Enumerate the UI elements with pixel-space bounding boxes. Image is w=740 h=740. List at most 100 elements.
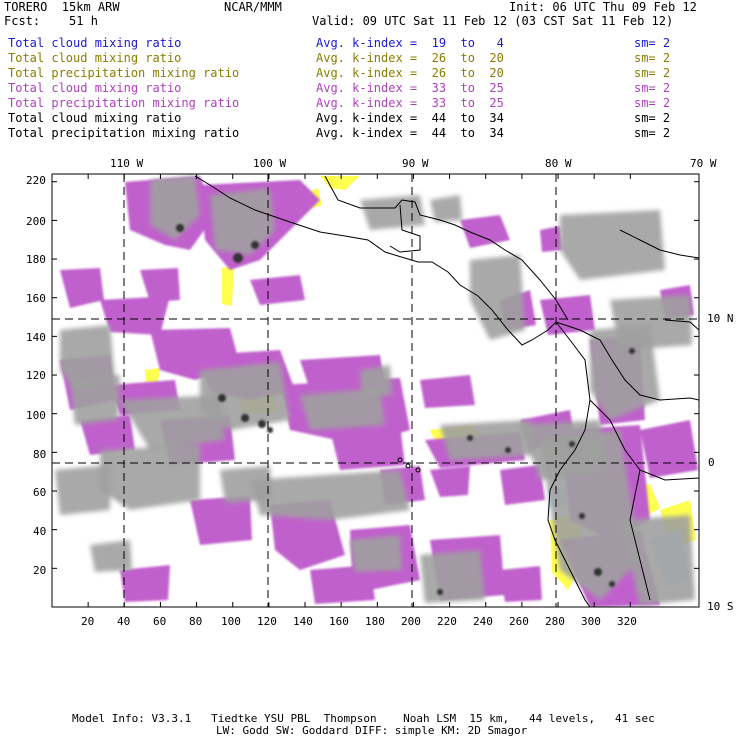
legend-sm: sm= 2	[634, 96, 671, 110]
heavy-area	[120, 395, 225, 450]
legend-sm: sm= 2	[634, 66, 671, 80]
intense-core	[594, 568, 602, 576]
intense-core	[579, 513, 585, 519]
heavy-area	[590, 325, 660, 420]
heavy-area	[540, 430, 640, 600]
pacific-coastline	[194, 175, 557, 346]
moderate-area	[420, 375, 475, 408]
moderate-area	[190, 496, 252, 545]
x-tick-label: 300	[581, 615, 601, 628]
legend-field: Total precipitation mixing ratio	[8, 66, 240, 80]
moderate-area	[60, 268, 104, 308]
x-tick-label: 160	[329, 615, 349, 628]
colombia-border	[664, 319, 699, 331]
map-frame	[51, 173, 700, 608]
legend-sm: sm= 2	[634, 81, 671, 95]
intense-core	[176, 224, 184, 232]
y-tick-label: 220	[26, 174, 46, 187]
peru-border	[629, 469, 651, 601]
y-tick-label: 20	[33, 564, 47, 577]
legend-sm: sm= 2	[634, 111, 671, 125]
coastlines	[194, 175, 699, 607]
heavy-area	[300, 388, 385, 430]
heavy-area	[55, 465, 110, 515]
galapagos-island	[397, 457, 403, 463]
caribbean-coastline	[324, 175, 569, 321]
physics-info: LW: Godd SW: Goddard DIFF: simple KM: 2D…	[216, 724, 528, 737]
legend-field: Total cloud mixing ratio	[8, 36, 182, 50]
y-tick-label: 80	[33, 448, 47, 461]
heavy-area	[360, 365, 392, 398]
caribbean-island	[619, 229, 699, 259]
moderate-area	[100, 296, 170, 335]
x-tick-label: 240	[473, 615, 493, 628]
intense-core	[505, 447, 511, 453]
legend-kindex: Avg. k-index = 19 to 4	[316, 36, 504, 50]
y-tick-label: 60	[33, 486, 47, 499]
heavy-area	[560, 210, 665, 280]
heavy-area	[90, 540, 132, 572]
lon-label: 100 W	[253, 157, 287, 170]
x-tick-label: 140	[293, 615, 313, 628]
heavy-area	[210, 188, 275, 255]
model-info: Model Info: V3.3.1 Tiedtke YSU PBL Thomp…	[72, 712, 655, 725]
x-tick-label: 320	[617, 615, 637, 628]
y-tick-label: 180	[26, 253, 46, 266]
legend-sm: sm= 2	[634, 126, 671, 140]
heavy-area	[360, 195, 425, 230]
galapagos-island	[405, 463, 411, 469]
legend-kindex: Avg. k-index = 44 to 34	[316, 126, 504, 140]
y-tick-label: 100	[26, 409, 46, 422]
legend-sm: sm= 2	[634, 51, 671, 65]
x-tick-label: 20	[81, 615, 95, 628]
legend-field: Total precipitation mixing ratio	[8, 96, 240, 110]
moderate-area	[540, 226, 562, 252]
x-tick-label: 260	[509, 615, 529, 628]
x-tick-label: 200	[401, 615, 421, 628]
lat-label: 0	[708, 456, 715, 469]
moderate-area	[330, 425, 405, 470]
x-tick-label: 120	[257, 615, 277, 628]
moderate-area	[500, 566, 542, 602]
heavy-area	[420, 550, 485, 603]
lon-label: 110 W	[110, 157, 144, 170]
light-area	[222, 266, 234, 306]
light-area	[320, 176, 360, 190]
heavy-area	[70, 375, 120, 425]
y-tick-label: 160	[26, 292, 46, 305]
intense-core	[258, 420, 266, 428]
heavy-area	[350, 535, 402, 572]
heavy-area	[150, 176, 200, 240]
south-america-west-coast	[547, 321, 591, 607]
intense-core	[251, 241, 259, 249]
heavy-area	[620, 515, 695, 605]
intense-core	[609, 581, 615, 587]
x-tick-label: 40	[117, 615, 131, 628]
lat-label: 10 S	[707, 600, 734, 613]
legend-field: Total cloud mixing ratio	[8, 81, 182, 95]
yucatan-coast	[389, 204, 421, 253]
intense-core	[218, 394, 226, 402]
moderate-area	[250, 275, 305, 305]
x-tick-label: 60	[153, 615, 167, 628]
heavy-area	[610, 295, 692, 350]
intense-core	[241, 414, 249, 422]
ecuador-border	[589, 399, 699, 481]
x-tick-label: 180	[365, 615, 385, 628]
legend-kindex: Avg. k-index = 44 to 34	[316, 111, 504, 125]
heavy-precip-areas	[55, 176, 695, 605]
lon-label: 70 W	[690, 157, 717, 170]
moderate-area	[80, 415, 135, 455]
init-time: Init: 06 UTC Thu 09 Feb 12	[509, 0, 697, 14]
y-tick-label: 120	[26, 369, 46, 382]
y-tick-label: 200	[26, 215, 46, 228]
light-area	[145, 368, 160, 382]
heavy-area	[470, 255, 525, 340]
x-tick-label: 80	[189, 615, 203, 628]
x-tick-label: 100	[221, 615, 241, 628]
intense-cores	[176, 224, 635, 595]
moderate-area	[460, 215, 510, 248]
x-tick-label: 280	[545, 615, 565, 628]
x-tick-label: 220	[437, 615, 457, 628]
